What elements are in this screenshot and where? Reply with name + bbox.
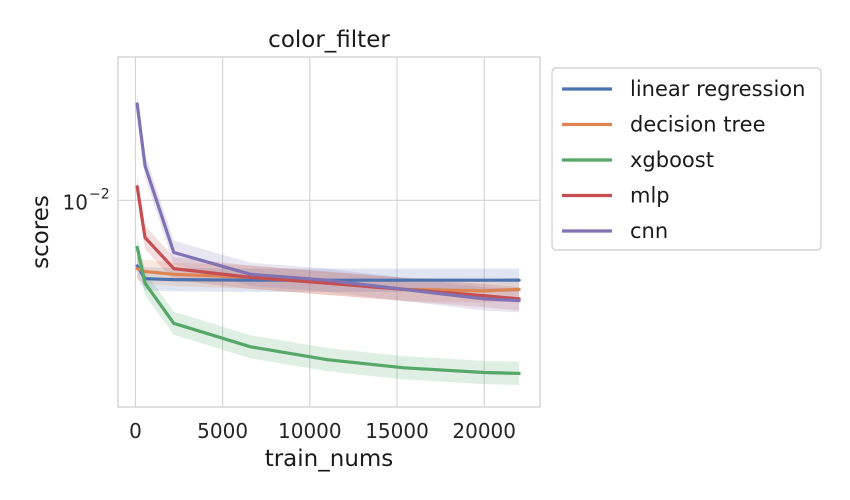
series-line <box>135 102 521 303</box>
y-tick-labels: 10 −2 <box>63 186 110 214</box>
x-tick-label: 20000 <box>452 419 516 443</box>
x-tick-label: 5000 <box>197 419 248 443</box>
x-tick-label: 15000 <box>365 419 429 443</box>
x-axis-label: train_nums <box>265 446 394 472</box>
legend-label: xgboost <box>630 148 714 172</box>
legend-label: decision tree <box>630 113 766 137</box>
legend-label: cnn <box>630 219 668 243</box>
y-tick-exponent: −2 <box>89 186 110 202</box>
legend-frame <box>551 67 822 251</box>
x-grid <box>134 57 485 407</box>
plot-area <box>117 56 541 408</box>
confidence-band <box>137 235 520 386</box>
x-tick-label: 0 <box>129 419 142 443</box>
y-axis-label: scores <box>28 195 54 269</box>
legend: linear regression decision tree xgboost mlp… <box>551 67 822 251</box>
x-tick-label: 10000 <box>278 419 342 443</box>
chart-title: color_filter <box>268 27 390 53</box>
confidence-band <box>137 254 520 292</box>
series-line <box>135 245 521 375</box>
legend-label: mlp <box>630 184 670 208</box>
y-tick-label: 10 <box>63 190 88 214</box>
legend-label: linear regression <box>630 77 805 101</box>
series-lines <box>135 102 521 375</box>
series-line <box>135 185 521 301</box>
x-tick-labels: 0 5000 10000 15000 20000 <box>129 419 516 443</box>
